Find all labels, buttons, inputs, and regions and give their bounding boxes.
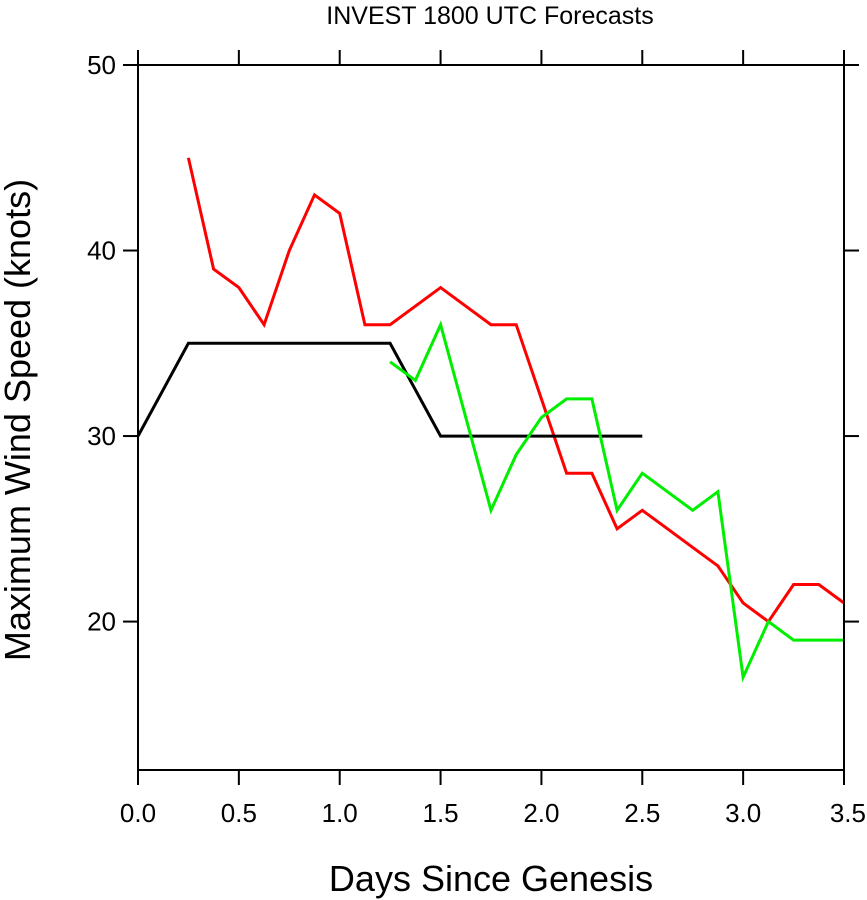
chart-title: INVEST 1800 UTC Forecasts — [326, 2, 653, 30]
tick-layer: 0.0 0.5 1.0 1.5 2.0 2.5 3.0 3.5 20 30 40 50 — [87, 50, 866, 828]
y-tick-label: 20 — [87, 607, 116, 637]
series-line-2 — [136, 341, 643, 438]
y-tick-label: 50 — [87, 50, 116, 80]
y-axis-label: Maximum Wind Speed (knots) — [0, 179, 38, 661]
series-layer — [136, 157, 845, 683]
plot-frame — [137, 64, 845, 771]
y-tick-label: 30 — [87, 421, 116, 451]
x-tick-label: 1.0 — [322, 798, 358, 828]
x-tick-label: 2.0 — [523, 798, 559, 828]
x-tick-label: 3.0 — [725, 798, 761, 828]
x-tick-label: 1.5 — [422, 798, 458, 828]
x-tick-label: 0.5 — [221, 798, 257, 828]
y-tick-label: 40 — [87, 236, 116, 266]
x-axis-label: Days Since Genesis — [329, 858, 653, 899]
x-tick-label: 3.5 — [830, 798, 866, 828]
x-tick-label: 0.0 — [120, 798, 156, 828]
x-tick-label: 2.5 — [624, 798, 660, 828]
series-line-1 — [186, 157, 845, 624]
series-line-3 — [389, 320, 844, 683]
